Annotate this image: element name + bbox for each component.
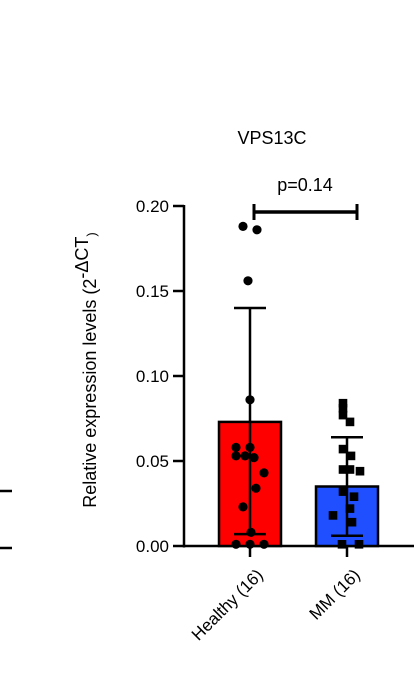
data-point-mm bbox=[345, 504, 355, 513]
data-point-mm bbox=[355, 466, 365, 476]
data-point-mm bbox=[345, 417, 355, 427]
y-tick-label: 0.15 bbox=[136, 282, 169, 301]
data-point-mm bbox=[354, 540, 364, 549]
data-point-healthy bbox=[251, 483, 261, 493]
data-point-healthy bbox=[249, 453, 259, 463]
data-point-mm bbox=[338, 444, 348, 454]
data-point-healthy bbox=[238, 502, 248, 512]
data-point-mm bbox=[338, 410, 348, 420]
data-point-healthy bbox=[231, 442, 241, 452]
data-point-healthy bbox=[245, 539, 255, 549]
y-axis-label-superscript: -ΔCT bbox=[72, 237, 92, 279]
data-point-healthy bbox=[243, 276, 253, 286]
significance-bracket: p=0.14 bbox=[252, 175, 359, 220]
data-point-healthy bbox=[231, 539, 241, 549]
data-point-mm bbox=[338, 465, 348, 474]
data-point-mm bbox=[349, 492, 359, 501]
y-axis-label-close: ) bbox=[84, 232, 99, 236]
data-point-mm bbox=[346, 451, 356, 461]
y-tick-label: 0.20 bbox=[136, 197, 169, 216]
x-category-label: MM (16) bbox=[306, 565, 364, 623]
data-point-mm bbox=[345, 465, 355, 474]
data-point-healthy bbox=[240, 451, 250, 461]
data-point-healthy bbox=[252, 225, 262, 235]
x-category-label: Healthy (16) bbox=[188, 565, 267, 644]
data-point-mm bbox=[347, 517, 357, 527]
y-axis-label-main: Relative expression levels (2 bbox=[80, 279, 100, 508]
y-tick-label: 0.10 bbox=[136, 367, 169, 386]
chart-title: VPS13C bbox=[237, 128, 306, 148]
y-axis-label: Relative expression levels (2-ΔCT) bbox=[72, 232, 100, 507]
p-value-label: p=0.14 bbox=[277, 175, 333, 195]
data-point-mm bbox=[328, 511, 338, 520]
data-point-healthy bbox=[259, 468, 269, 478]
data-point-healthy bbox=[259, 539, 269, 549]
data-point-healthy bbox=[231, 451, 241, 461]
data-point-mm bbox=[338, 404, 348, 413]
data-point-mm bbox=[338, 487, 348, 496]
data-point-mm bbox=[337, 540, 347, 549]
plot-area: 0.00 0.05 0.10 0.15 0.20 Healthy (16) MM (16) bbox=[136, 197, 414, 644]
data-point-healthy bbox=[238, 221, 248, 231]
data-point-mm bbox=[338, 398, 348, 408]
y-tick-label: 0.00 bbox=[136, 537, 169, 556]
y-tick-label: 0.05 bbox=[136, 452, 169, 471]
svg-text:Relative expression levels (2-: Relative expression levels (2-ΔCT) bbox=[72, 232, 100, 507]
